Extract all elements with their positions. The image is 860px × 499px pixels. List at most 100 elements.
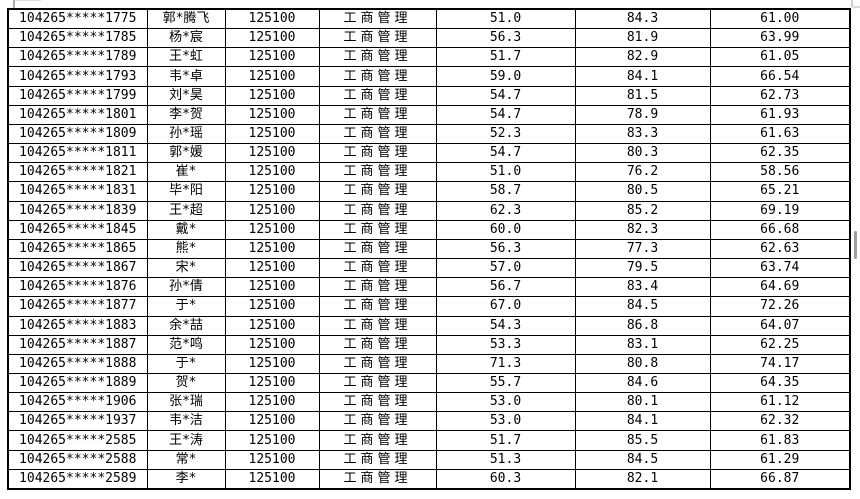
spreadsheet-gridline	[13, 0, 15, 8]
major-code-cell: 125100	[224, 162, 320, 183]
table-row: 104265*****1821 崔* 125100 工商管理 51.0 76.2…	[7, 162, 851, 183]
score-1-cell: 56.3	[435, 28, 576, 49]
candidate-id-cell: 104265*****2588	[7, 449, 148, 470]
score-2-cell: 84.1	[574, 411, 711, 432]
table-row: 104265*****1801 李*贺 125100 工商管理 54.7 78.…	[7, 104, 851, 125]
score-1-cell: 60.0	[435, 219, 576, 240]
score-3-cell: 74.17	[709, 353, 851, 374]
score-3-cell: 61.63	[709, 123, 851, 145]
candidate-id-cell: 104265*****1887	[7, 334, 148, 355]
major-code-cell: 125100	[224, 28, 320, 49]
table-row: 104265*****1883 余*喆 125100 工商管理 54.3 86.…	[7, 315, 851, 336]
table-row: 104265*****1775 郭*腾飞 125100 工商管理 51.0 84…	[7, 8, 851, 30]
table-row: 104265*****1809 孙*瑶 125100 工商管理 52.3 83.…	[7, 123, 851, 145]
major-code-cell: 125100	[224, 315, 320, 336]
score-1-cell: 51.7	[435, 430, 576, 451]
table-row: 104265*****1789 王*虹 125100 工商管理 51.7 82.…	[7, 47, 851, 68]
major-name-cell: 工商管理	[318, 47, 437, 68]
score-1-cell: 54.7	[435, 104, 576, 125]
score-3-cell: 66.54	[709, 66, 851, 87]
score-3-cell: 62.73	[709, 85, 851, 106]
score-2-cell: 81.5	[574, 85, 711, 106]
score-1-cell: 51.0	[435, 8, 576, 30]
candidate-name-cell: 熊*	[146, 238, 226, 260]
score-1-cell: 51.7	[435, 47, 576, 68]
candidate-id-cell: 104265*****1809	[7, 123, 148, 145]
major-name-cell: 工商管理	[318, 28, 437, 49]
major-name-cell: 工商管理	[318, 392, 437, 413]
score-2-cell: 79.5	[574, 258, 711, 279]
major-name-cell: 工商管理	[318, 334, 437, 355]
major-code-cell: 125100	[224, 468, 320, 490]
candidate-id-cell: 104265*****2585	[7, 430, 148, 451]
candidate-id-cell: 104265*****1888	[7, 353, 148, 374]
major-name-cell: 工商管理	[318, 123, 437, 145]
scrollbar-thumb[interactable]	[854, 231, 857, 259]
candidate-id-cell: 104265*****1793	[7, 66, 148, 87]
major-code-cell: 125100	[224, 277, 320, 298]
candidate-name-cell: 戴*	[146, 219, 226, 240]
major-name-cell: 工商管理	[318, 104, 437, 125]
candidate-name-cell: 崔*	[146, 162, 226, 183]
table-row: 104265*****1799 刘*昊 125100 工商管理 54.7 81.…	[7, 85, 851, 106]
score-1-cell: 58.7	[435, 181, 576, 202]
candidate-name-cell: 李*贺	[146, 104, 226, 125]
major-code-cell: 125100	[224, 8, 320, 30]
major-code-cell: 125100	[224, 104, 320, 125]
score-3-cell: 64.69	[709, 277, 851, 298]
major-name-cell: 工商管理	[318, 85, 437, 106]
table-row: 104265*****1831 毕*阳 125100 工商管理 58.7 80.…	[7, 181, 851, 202]
score-3-cell: 63.99	[709, 28, 851, 49]
score-3-cell: 66.87	[709, 468, 851, 490]
candidate-name-cell: 郭*媛	[146, 143, 226, 164]
major-name-cell: 工商管理	[318, 143, 437, 164]
major-name-cell: 工商管理	[318, 372, 437, 394]
table-row: 104265*****1865 熊* 125100 工商管理 56.3 77.3…	[7, 238, 851, 260]
major-code-cell: 125100	[224, 181, 320, 202]
candidate-id-cell: 104265*****1906	[7, 392, 148, 413]
table-body: 104265*****1775 郭*腾飞 125100 工商管理 51.0 84…	[7, 8, 851, 490]
score-2-cell: 78.9	[574, 104, 711, 125]
score-1-cell: 59.0	[435, 66, 576, 87]
major-code-cell: 125100	[224, 372, 320, 394]
candidate-name-cell: 于*	[146, 353, 226, 374]
score-2-cell: 80.1	[574, 392, 711, 413]
candidate-name-cell: 杨*宸	[146, 28, 226, 49]
score-2-cell: 84.5	[574, 296, 711, 317]
score-2-cell: 81.9	[574, 28, 711, 49]
table-row: 104265*****1906 张*瑞 125100 工商管理 53.0 80.…	[7, 392, 851, 413]
score-2-cell: 82.9	[574, 47, 711, 68]
major-code-cell: 125100	[224, 258, 320, 279]
score-3-cell: 64.07	[709, 315, 851, 336]
major-code-cell: 125100	[224, 411, 320, 432]
major-name-cell: 工商管理	[318, 468, 437, 490]
score-2-cell: 83.3	[574, 123, 711, 145]
major-name-cell: 工商管理	[318, 258, 437, 279]
candidate-id-cell: 104265*****1839	[7, 200, 148, 221]
major-name-cell: 工商管理	[318, 238, 437, 260]
major-code-cell: 125100	[224, 449, 320, 470]
table-row: 104265*****2589 李* 125100 工商管理 60.3 82.1…	[7, 468, 851, 490]
candidate-name-cell: 常*	[146, 449, 226, 470]
major-code-cell: 125100	[224, 334, 320, 355]
score-3-cell: 61.00	[709, 8, 851, 30]
major-code-cell: 125100	[224, 66, 320, 87]
score-2-cell: 82.1	[574, 468, 711, 490]
score-1-cell: 53.0	[435, 411, 576, 432]
candidate-id-cell: 104265*****1867	[7, 258, 148, 279]
major-code-cell: 125100	[224, 430, 320, 451]
score-1-cell: 56.3	[435, 238, 576, 260]
candidate-name-cell: 余*喆	[146, 315, 226, 336]
table-row: 104265*****1888 于* 125100 工商管理 71.3 80.8…	[7, 353, 851, 374]
score-1-cell: 67.0	[435, 296, 576, 317]
table-row: 104265*****1867 宋* 125100 工商管理 57.0 79.5…	[7, 258, 851, 279]
candidate-id-cell: 104265*****1811	[7, 143, 148, 164]
score-3-cell: 62.35	[709, 143, 851, 164]
score-3-cell: 62.25	[709, 334, 851, 355]
table-row: 104265*****2585 王*涛 125100 工商管理 51.7 85.…	[7, 430, 851, 451]
score-3-cell: 61.93	[709, 104, 851, 125]
score-2-cell: 76.2	[574, 162, 711, 183]
major-code-cell: 125100	[224, 296, 320, 317]
score-2-cell: 84.6	[574, 372, 711, 394]
